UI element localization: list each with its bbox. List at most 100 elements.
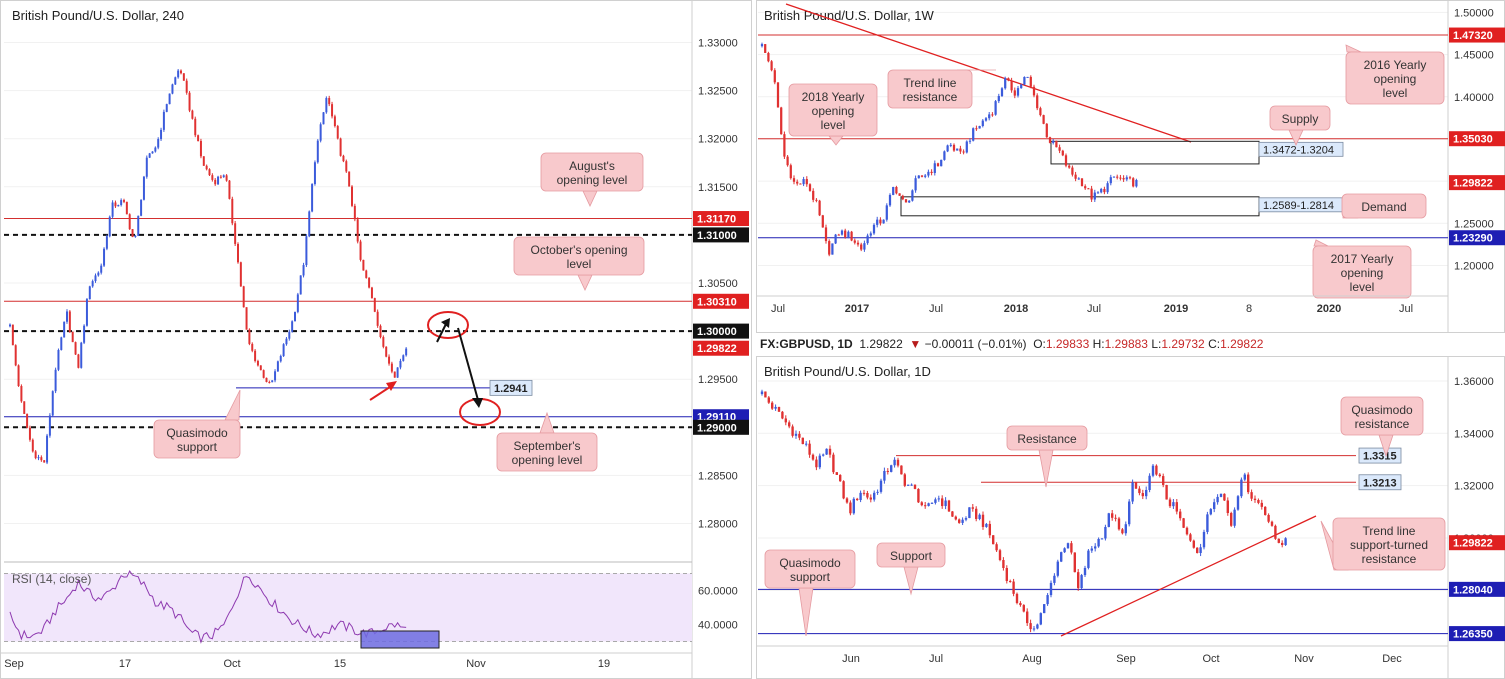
h4-candle-body <box>379 325 382 338</box>
h4-candle-body <box>302 265 305 276</box>
daily-candle-body <box>791 426 794 436</box>
augusts-opening-level-callout-box <box>540 152 644 192</box>
yearly-2016-callout-line: opening <box>1374 72 1417 86</box>
h4-candle-body <box>359 241 362 260</box>
h4-candle-body <box>362 259 365 271</box>
rsi-band <box>4 573 692 642</box>
h4-candle-body <box>328 98 331 105</box>
weekly-candle-body <box>1048 137 1052 143</box>
daily-candle-body <box>1029 623 1032 630</box>
daily-candle-body <box>1226 500 1229 514</box>
h4-candle-body <box>31 439 34 452</box>
h4-candle-body <box>66 311 68 322</box>
daily-candle-body <box>1192 540 1195 548</box>
daily-candle-body <box>788 422 791 427</box>
h4-candle-body <box>26 413 29 428</box>
h4-candle-body <box>205 165 208 170</box>
weekly-candle-body <box>1026 76 1029 78</box>
weekly-candle-body <box>991 114 994 116</box>
daily-candle-body <box>777 406 781 412</box>
weekly-chart[interactable]: 1.500001.450001.400001.350001.300001.250… <box>756 0 1505 333</box>
arrow-head <box>472 398 483 408</box>
octobers-opening-level-callout-line: October's opening <box>530 243 627 257</box>
daily-chart-panel[interactable]: 1.360001.340001.320001.300001.28000Briti… <box>756 356 1505 679</box>
trend-line-resistance-callout-line: support-turned <box>1350 538 1428 552</box>
price-tag <box>693 211 749 227</box>
h4-candle-body <box>322 112 325 125</box>
daily-candle-body <box>890 465 893 472</box>
h4-chart-panel[interactable]: 1.33000 1.32500 1.32000 1.31500 1.31000 1.305… <box>0 0 752 679</box>
x-tick-label: Nov <box>466 658 486 670</box>
daily-candle-body <box>1100 538 1104 540</box>
weekly-candle-body <box>1061 150 1064 156</box>
weekly-candle-body <box>1132 178 1135 187</box>
daily-candle-body <box>978 514 981 519</box>
y-tick-label: 1.32500 <box>698 86 738 98</box>
rsi-label: RSI (14, close) <box>12 572 91 586</box>
x-tick-label: 2017 <box>845 303 869 315</box>
daily-candle-body <box>1043 604 1046 614</box>
weekly-candle-body <box>1093 192 1096 200</box>
h4-chart[interactable]: 1.33000 1.32500 1.32000 1.31500 1.31000 1.305… <box>0 0 752 679</box>
daily-candle-body <box>1165 484 1168 500</box>
h4-candle-body <box>282 344 285 357</box>
price-tag <box>489 379 533 396</box>
h4-candle-body <box>262 370 265 378</box>
weekly-candle-body <box>904 199 908 203</box>
daily-candle-body <box>886 470 889 472</box>
x-tick-label: 2020 <box>1317 303 1341 315</box>
h4-candle-body <box>180 70 182 74</box>
daily-candle-body <box>1134 482 1138 489</box>
y-tick-label: 1.28000 <box>698 519 738 531</box>
weekly-chart-panel[interactable]: 1.500001.450001.400001.350001.300001.250… <box>756 0 1505 333</box>
h4-candle-body <box>34 451 37 459</box>
daily-candle-body <box>1053 575 1056 583</box>
h4-candle-body <box>68 311 71 332</box>
h4-candle-body <box>316 140 319 163</box>
weekly-candle-body <box>1039 108 1042 116</box>
h4-candle-body <box>339 138 342 156</box>
daily-candle-body <box>774 406 777 409</box>
daily-candle-body <box>1063 548 1066 553</box>
weekly-candle-body <box>1055 140 1058 148</box>
h4-candle-body <box>345 161 348 172</box>
rsi-y-tick-label: 60.0000 <box>698 586 738 598</box>
daily-candle-body <box>907 484 910 486</box>
daily-candle-body <box>1012 581 1015 594</box>
h4-candle-body <box>85 299 88 326</box>
h4-candle-body <box>108 216 111 237</box>
weekly-candle-body <box>767 52 770 62</box>
weekly-candle-body <box>988 114 991 119</box>
close-value: 1.29822 <box>1220 337 1264 351</box>
daily-candle-body <box>1036 624 1039 629</box>
price-tag-label: 1.47320 <box>1453 30 1493 42</box>
h4-candle-body <box>348 171 351 187</box>
daily-candle-body <box>1158 474 1161 477</box>
octobers-opening-level-callout-box <box>513 236 645 276</box>
weekly-candle-body <box>888 194 892 206</box>
daily-candle-body <box>845 498 849 503</box>
daily-chart[interactable]: 1.360001.340001.320001.300001.28000Briti… <box>756 356 1505 679</box>
daily-candle-body <box>1124 524 1127 534</box>
daily-candle-body <box>1213 502 1216 510</box>
price-tag <box>693 293 749 309</box>
h4-candle-body <box>237 243 239 263</box>
daily-candle-body <box>913 484 917 489</box>
daily-candle-body <box>1046 595 1049 605</box>
weekly-candle-body <box>824 227 828 242</box>
weekly-candle-body <box>847 231 850 238</box>
weekly-candle-body <box>831 243 834 255</box>
triangle-down-icon: ▼ <box>909 337 922 351</box>
weekly-candle-body <box>952 144 956 151</box>
daily-candle-body <box>930 502 934 504</box>
h4-candle-body <box>17 365 20 387</box>
weekly-candle-body <box>1004 78 1007 89</box>
h4-candle-body <box>308 211 311 237</box>
x-tick-label: Nov <box>1294 653 1314 665</box>
daily-candle-body <box>1002 560 1005 568</box>
h4-candle-body <box>105 236 108 249</box>
price-tag-label: 1.29000 <box>697 422 737 434</box>
augusts-opening-level-callout-line: opening level <box>557 173 628 187</box>
daily-candle-body <box>1236 496 1240 510</box>
daily-candle-body <box>934 499 937 503</box>
